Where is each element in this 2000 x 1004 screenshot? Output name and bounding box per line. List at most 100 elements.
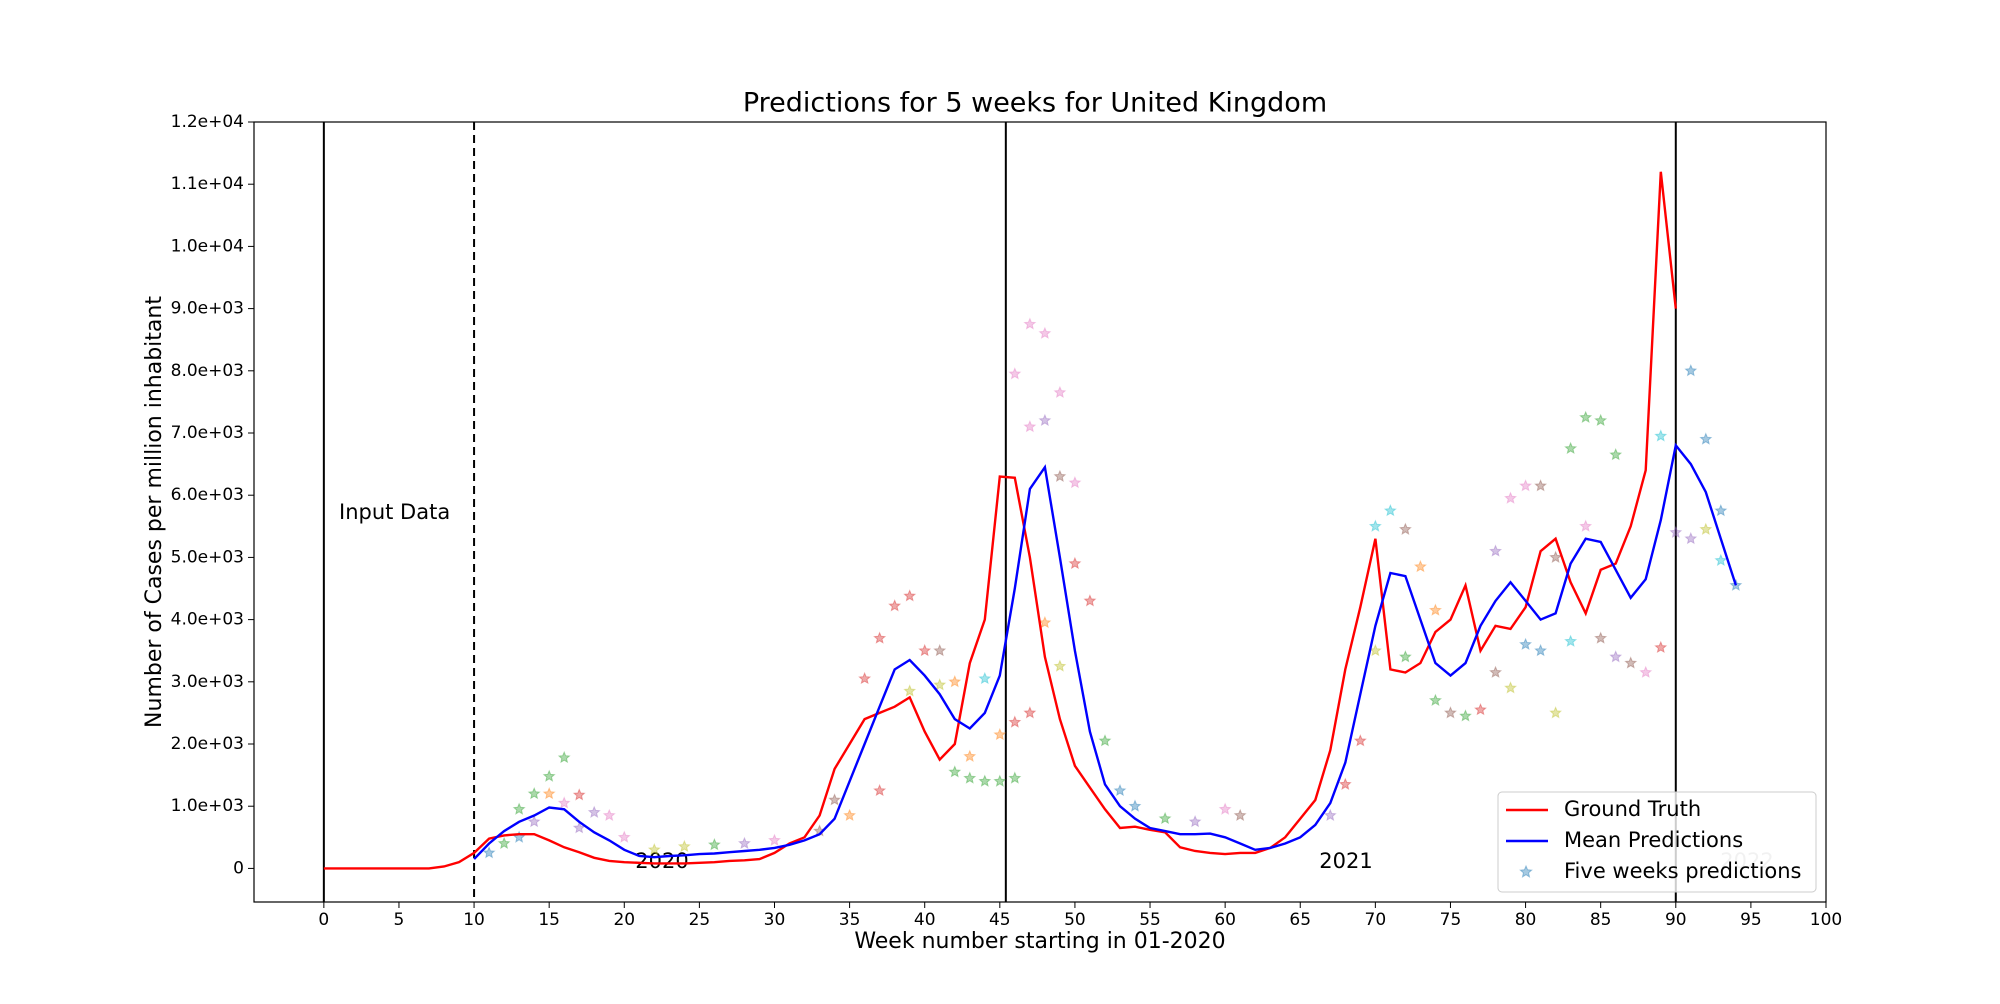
prediction-point	[918, 643, 932, 657]
prediction-point	[497, 836, 511, 850]
prediction-point	[1188, 815, 1202, 828]
x-tick-label: 5	[394, 910, 405, 930]
prediction-point	[1489, 544, 1503, 557]
prediction-point	[1519, 637, 1533, 650]
prediction-point	[1534, 479, 1548, 492]
x-axis-label: Week number starting in 01-2020	[854, 929, 1225, 954]
prediction-point	[1654, 429, 1668, 442]
x-tick-label: 65	[1289, 910, 1311, 930]
prediction-point	[1113, 783, 1127, 797]
prediction-point	[482, 846, 496, 859]
prediction-point	[572, 821, 586, 834]
prediction-point	[1008, 771, 1022, 784]
prediction-point	[1519, 479, 1533, 492]
prediction-point	[888, 599, 902, 612]
prediction-point	[1023, 706, 1037, 719]
x-tick-label: 80	[1515, 910, 1537, 930]
prediction-point	[1368, 519, 1382, 532]
prediction-point	[1579, 410, 1593, 423]
prediction-point	[1639, 665, 1653, 678]
x-tick-label: 75	[1440, 910, 1462, 930]
prediction-point	[1714, 503, 1728, 517]
y-axis-label: Number of Cases per million inhabitant	[142, 296, 167, 728]
y-tick-label: 9.0e+03	[171, 299, 244, 319]
x-tick-label: 95	[1740, 910, 1762, 930]
y-tick-label: 3.0e+03	[171, 672, 244, 692]
prediction-point	[1594, 413, 1608, 427]
prediction-point	[1053, 469, 1067, 483]
x-tick-label: 20	[613, 910, 635, 930]
prediction-point	[572, 788, 586, 801]
x-tick-label: 55	[1139, 910, 1161, 930]
x-tick-label: 30	[764, 910, 786, 930]
prediction-point	[1579, 519, 1593, 532]
series-line	[473, 442, 1738, 860]
series-line	[323, 171, 1677, 870]
x-tick-label: 15	[538, 910, 560, 930]
prediction-point	[587, 805, 601, 818]
prediction-point	[1323, 808, 1337, 822]
prediction-point	[1474, 702, 1487, 716]
prediction-point	[1083, 594, 1097, 607]
prediction-point	[1053, 659, 1067, 672]
prediction-point	[1098, 734, 1112, 747]
prediction-point	[1549, 706, 1563, 719]
y-tick-label: 4.0e+03	[171, 610, 244, 630]
legend-marker	[1519, 864, 1533, 878]
prediction-point	[677, 839, 691, 853]
prediction-point	[1714, 553, 1728, 567]
y-tick-label: 2.0e+03	[171, 734, 244, 754]
prediction-point	[1038, 615, 1052, 629]
y-tick-label: 8.0e+03	[171, 361, 244, 381]
prediction-point	[873, 631, 887, 644]
prediction-point	[1564, 634, 1578, 647]
prediction-point	[1158, 811, 1172, 825]
prediction-point	[978, 671, 992, 685]
prediction-point	[1609, 448, 1623, 461]
chart-title: Predictions for 5 weeks for United Kingd…	[743, 88, 1327, 119]
x-tick-label: 35	[839, 910, 861, 930]
legend-box	[1497, 791, 1817, 893]
prediction-point	[1489, 665, 1503, 678]
x-tick-label: 0	[318, 910, 329, 930]
prediction-point	[707, 837, 721, 851]
prediction-point	[828, 793, 842, 806]
y-tick-label: 0	[233, 858, 244, 878]
prediction-point	[978, 774, 992, 787]
prediction-point	[737, 836, 751, 850]
prediction-point	[542, 769, 556, 782]
y-tick-label: 1.0e+04	[171, 236, 244, 256]
prediction-point	[512, 802, 526, 815]
prediction-point	[858, 671, 872, 685]
prediction-point	[527, 786, 541, 800]
prediction-point	[843, 808, 857, 822]
prediction-point	[1504, 491, 1518, 504]
prediction-point	[1428, 603, 1442, 616]
prediction-point	[1398, 650, 1412, 663]
annotation: 2021	[1319, 849, 1372, 873]
prediction-point	[1038, 326, 1052, 339]
prediction-point	[993, 727, 1007, 741]
prediction-point	[1338, 777, 1352, 790]
legend-label: Mean Predictions	[1564, 828, 1743, 852]
x-tick-label: 85	[1590, 910, 1612, 930]
prediction-point	[557, 796, 571, 809]
prediction-point	[1353, 734, 1367, 747]
prediction-point	[1459, 709, 1472, 722]
legend-label: Five weeks predictions	[1564, 859, 1802, 883]
prediction-point	[1068, 475, 1082, 489]
prediction-point	[617, 830, 631, 843]
prediction-point	[557, 750, 571, 764]
prediction-point	[903, 684, 917, 697]
prediction-point	[1038, 413, 1052, 427]
y-tick-label: 1.2e+04	[171, 112, 244, 132]
prediction-point	[647, 843, 661, 856]
prediction-point	[1023, 419, 1037, 433]
y-tick-label: 6.0e+03	[171, 485, 244, 505]
prediction-point	[1008, 715, 1022, 728]
annotation: 2020	[635, 849, 688, 873]
x-tick-label: 70	[1365, 910, 1387, 930]
x-tick-label: 10	[463, 910, 485, 930]
y-tick-label: 1.1e+04	[171, 174, 244, 194]
